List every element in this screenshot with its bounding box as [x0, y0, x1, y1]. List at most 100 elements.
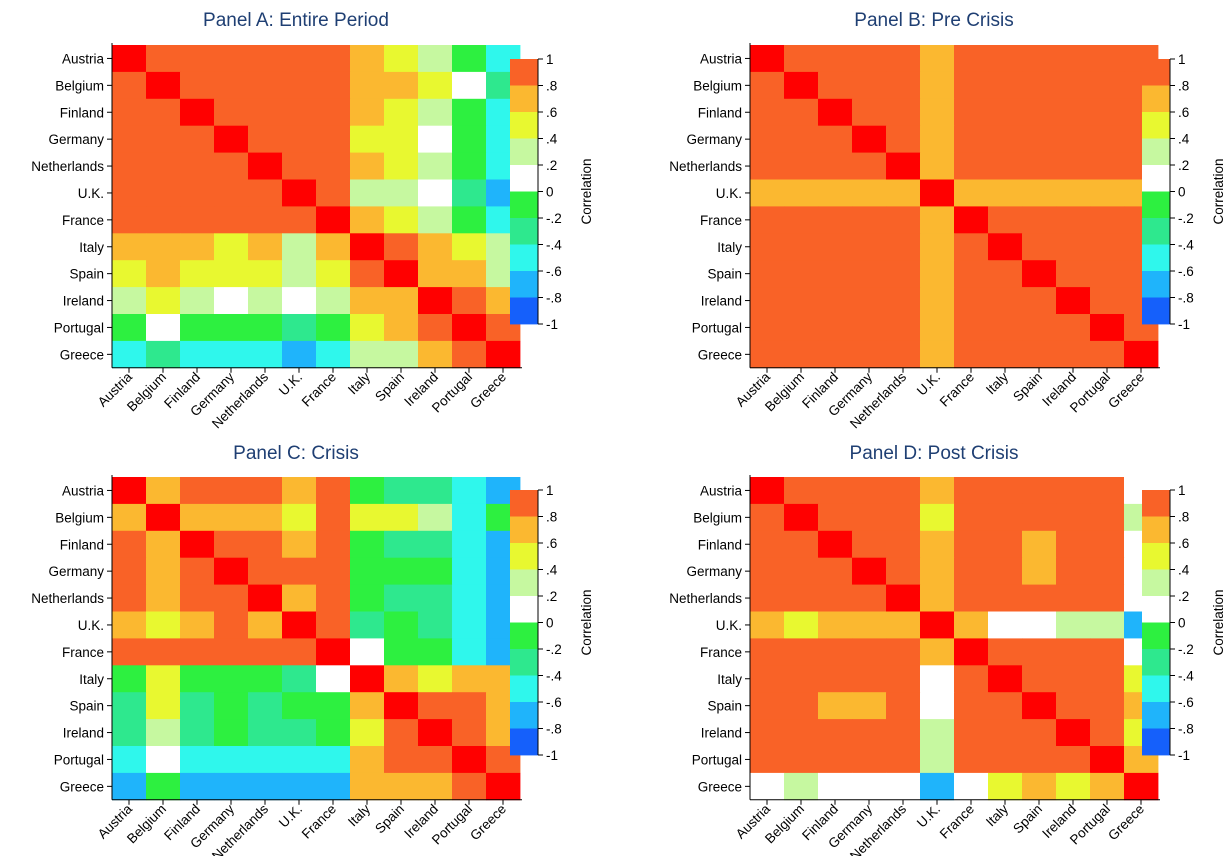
cell-germany-germany [214, 125, 249, 153]
cell-belgium-austria [750, 503, 785, 532]
cell-portugal-germany [852, 746, 887, 774]
cell-finland-germany [852, 98, 887, 127]
cell-portugal-u-k [282, 314, 317, 342]
cell-ireland-spain [384, 287, 419, 315]
cell-u-k-ireland [1056, 611, 1091, 639]
cell-ireland-netherlands [886, 719, 921, 747]
cell-italy-spain [1022, 665, 1057, 693]
cell-italy-finland [180, 665, 215, 693]
cell-portugal-netherlands [886, 314, 921, 342]
cell-finland-italy [988, 530, 1023, 559]
colorbar-tick-label: -.8 [546, 291, 562, 306]
cell-greece-germany [852, 340, 887, 369]
cell-greece-germany [214, 772, 249, 801]
cell-austria-netherlands [248, 45, 283, 73]
y-tick-label-belgium: Belgium [55, 510, 104, 525]
cell-italy-ireland [1056, 233, 1091, 261]
cell-germany-netherlands [248, 557, 283, 585]
colorbar-bin [510, 728, 538, 756]
y-tick-label-portugal: Portugal [54, 320, 104, 335]
cell-france-italy [350, 206, 385, 234]
y-tick-label-portugal: Portugal [692, 320, 742, 335]
panel-b-cells [750, 45, 1159, 369]
cell-finland-u-k [920, 530, 955, 559]
panel-b: Panel B: Pre Crisis Austria Belgium Finlan… [669, 10, 1224, 431]
cell-u-k-u-k [282, 611, 317, 639]
cell-belgium-netherlands [886, 503, 921, 532]
cell-austria-germany [214, 45, 249, 73]
cell-spain-spain [384, 260, 419, 288]
cell-germany-finland [180, 125, 215, 153]
y-tick-label-ireland: Ireland [63, 726, 104, 741]
cell-u-k-france [316, 179, 351, 207]
colorbar-bin [510, 297, 538, 325]
cell-ireland-france [954, 719, 989, 747]
cell-france-u-k [282, 638, 317, 666]
colorbar-bin [510, 138, 538, 166]
cell-portugal-ireland [418, 746, 453, 774]
cell-ireland-portugal [1090, 719, 1125, 747]
cell-spain-netherlands [248, 260, 283, 288]
cell-netherlands-italy [350, 584, 385, 612]
cell-greece-spain [384, 772, 419, 801]
cell-belgium-france [954, 503, 989, 532]
cell-italy-finland [818, 665, 853, 693]
colorbar-tick-label: .6 [546, 536, 557, 551]
colorbar-bin [1142, 675, 1170, 703]
cell-finland-spain [384, 98, 419, 127]
cell-u-k-u-k [282, 179, 317, 207]
cell-austria-france [954, 45, 989, 73]
colorbar-bin [510, 218, 538, 245]
cell-austria-finland [180, 45, 215, 73]
x-tick-label-u-k: U.K. [914, 369, 943, 398]
cell-italy-spain [1022, 233, 1057, 261]
cell-france-france [316, 206, 351, 234]
cell-belgium-austria [112, 503, 147, 532]
y-tick-label-portugal: Portugal [692, 752, 742, 767]
colorbar-tick-label: .8 [546, 79, 557, 94]
panel-c-title: Panel C: Crisis [233, 443, 359, 464]
cell-u-k-ireland [418, 611, 453, 639]
cell-u-k-portugal [452, 179, 487, 207]
cell-france-u-k [920, 638, 955, 666]
cell-greece-austria [750, 340, 785, 369]
y-tick-label-austria: Austria [700, 51, 743, 66]
cell-france-finland [818, 206, 853, 234]
cell-belgium-ireland [418, 71, 453, 100]
cell-portugal-austria [750, 314, 785, 342]
cell-u-k-italy [988, 611, 1023, 639]
colorbar-bin [1142, 218, 1170, 245]
cell-ireland-u-k [920, 719, 955, 747]
cell-italy-u-k [920, 665, 955, 693]
colorbar-tick-label: -.2 [546, 211, 562, 226]
cell-u-k-finland [180, 611, 215, 639]
cell-netherlands-u-k [920, 584, 955, 612]
cell-germany-france [316, 125, 351, 153]
cell-austria-u-k [920, 45, 955, 73]
cell-u-k-austria [750, 179, 785, 207]
cell-belgium-spain [384, 71, 419, 100]
cell-greece-finland [180, 772, 215, 801]
cell-italy-belgium [146, 665, 181, 693]
panel-c-cells [112, 477, 521, 801]
cell-finland-portugal [1090, 530, 1125, 559]
colorbar-bin [510, 85, 538, 113]
cell-netherlands-ireland [418, 584, 453, 612]
cell-netherlands-spain [1022, 584, 1057, 612]
cell-belgium-ireland [1056, 71, 1091, 100]
colorbar-bin [510, 675, 538, 703]
cell-netherlands-u-k [282, 584, 317, 612]
cell-belgium-finland [818, 71, 853, 100]
cell-italy-austria [750, 233, 785, 261]
cell-belgium-italy [988, 71, 1023, 100]
cell-spain-italy [350, 692, 385, 720]
cell-greece-france [316, 772, 351, 801]
cell-germany-u-k [920, 125, 955, 153]
cell-germany-portugal [1090, 557, 1125, 585]
panel-d-colorbar: 1 .8 .6 .4 .2 0 -.2 -.4 -.6 -.8 -1 [1142, 483, 1194, 763]
colorbar-bin [510, 516, 538, 544]
cell-germany-italy [988, 125, 1023, 153]
cell-portugal-ireland [1056, 746, 1091, 774]
cell-austria-portugal [1090, 477, 1125, 505]
cell-ireland-finland [818, 287, 853, 315]
